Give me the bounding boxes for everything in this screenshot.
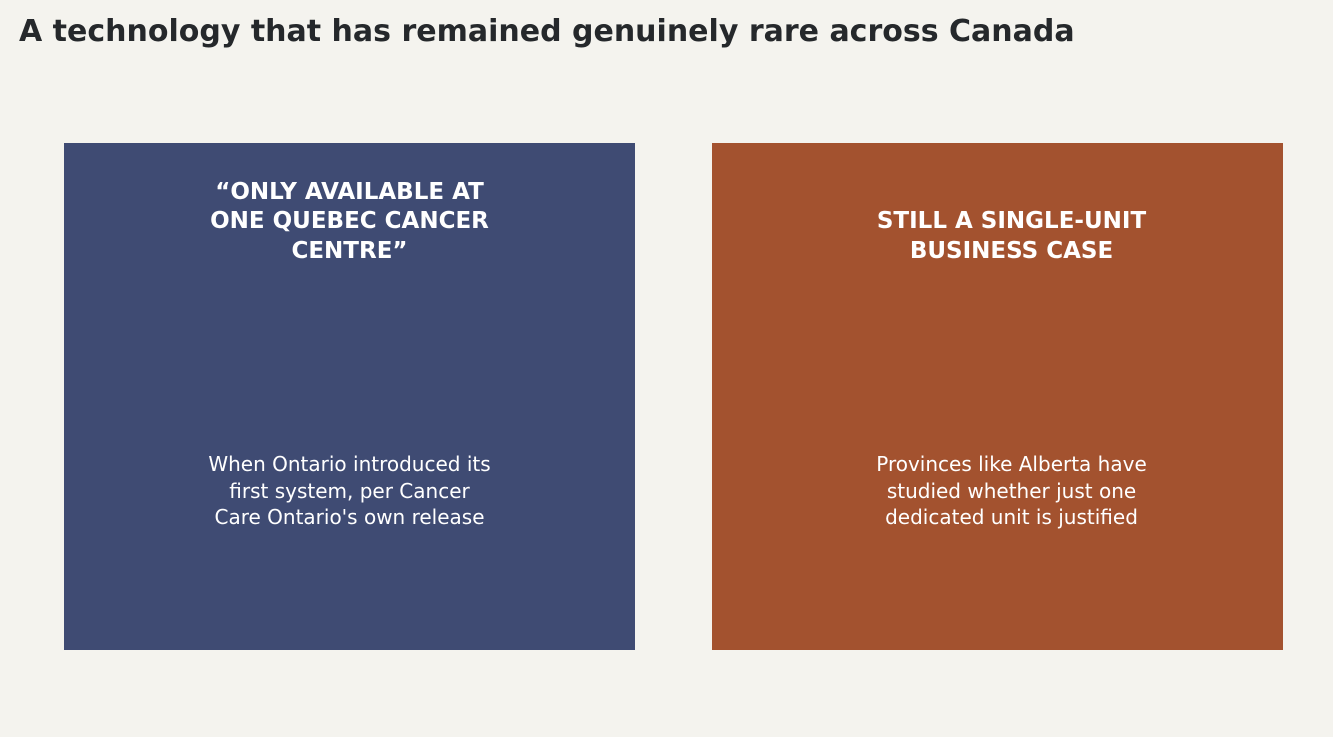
card-body-line: studied whether just one: [886, 478, 1137, 503]
card-heading-line: “ONLY AVAILABLE AT: [215, 178, 484, 205]
card-heading-line: CENTRE”: [291, 237, 408, 264]
card-heading-line: BUSINESS CASE: [909, 237, 1114, 264]
card: STILL A SINGLE-UNIT BUSINESS CASE Province…: [712, 143, 1283, 650]
card-body: When Ontario introduced its first system,…: [64, 451, 635, 531]
page-title: A technology that has remained genuinely…: [19, 14, 1075, 49]
card-heading: “ONLY AVAILABLE AT ONE QUEBEC CANCER CENTR…: [64, 143, 635, 266]
card-body-line: When Ontario introduced its: [208, 452, 491, 476]
card-heading: STILL A SINGLE-UNIT BUSINESS CASE: [740, 143, 1283, 266]
card-body-line: dedicated unit is justified: [885, 505, 1138, 529]
card-body: Provinces like Alberta have studied wheth…: [740, 451, 1283, 531]
card-body-line: first system, per Cancer: [229, 478, 470, 503]
card-body-line: Provinces like Alberta have: [876, 452, 1147, 476]
card-body-line: Care Ontario's own release: [214, 505, 485, 529]
card-heading-line: ONE QUEBEC CANCER: [210, 208, 489, 234]
card-heading-line: STILL A SINGLE-UNIT: [876, 208, 1147, 234]
card: “ONLY AVAILABLE AT ONE QUEBEC CANCER CENTR…: [64, 143, 635, 650]
